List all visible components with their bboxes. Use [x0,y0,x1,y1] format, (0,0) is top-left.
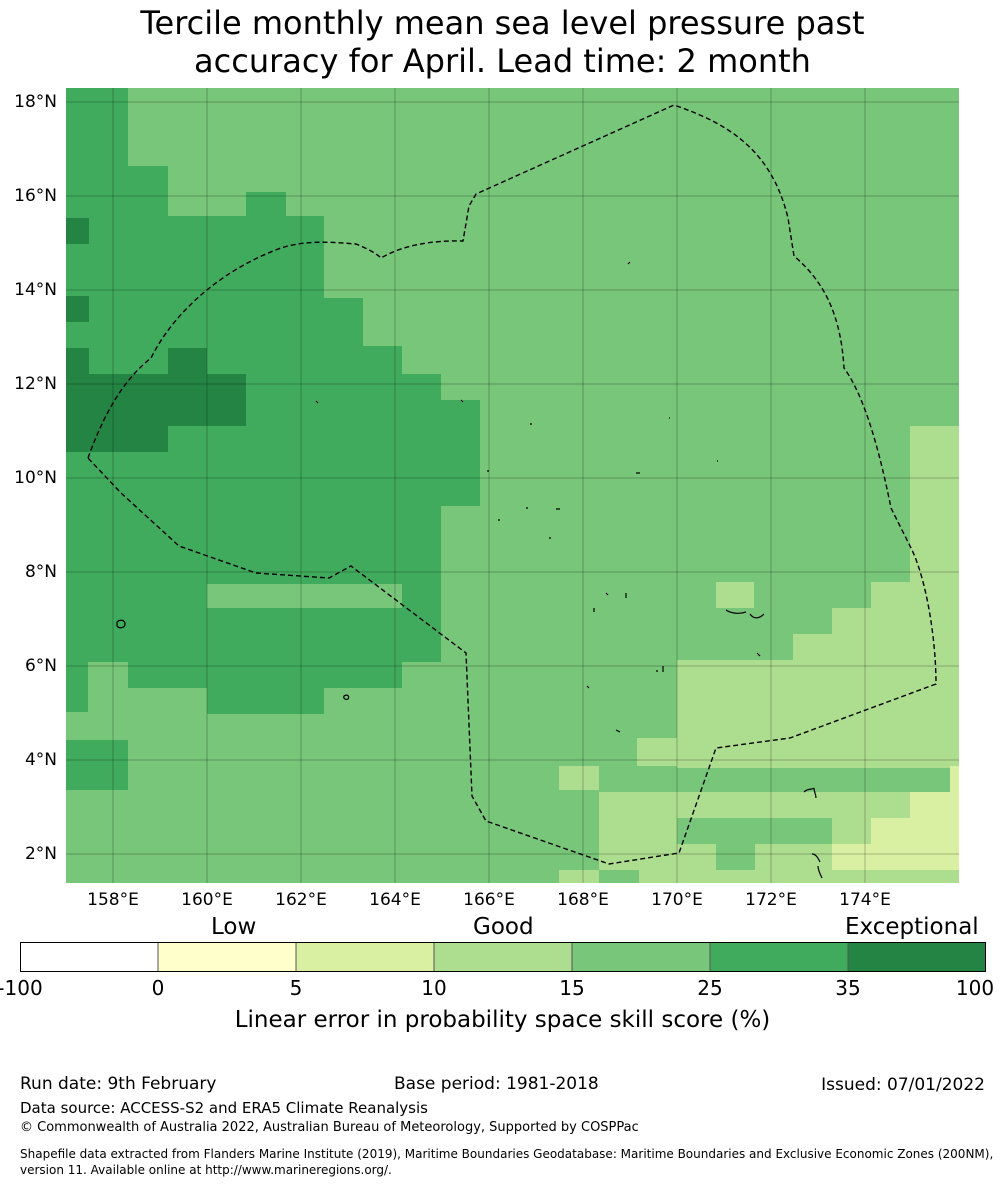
title-line-1: Tercile monthly mean sea level pressure … [140,4,865,42]
title-line-2: accuracy for April. Lead time: 2 month [194,42,811,80]
lon-tick-162e: 162°E [275,890,327,910]
lon-tick-158e: 158°E [87,890,139,910]
colorbar-swatch-15-25 [572,942,710,972]
lat-tick-10n: 10°N [14,468,57,488]
data-source: Data source: ACCESS-S2 and ERA5 Climate … [20,1099,428,1117]
lon-tick-172e: 172°E [745,890,797,910]
eez-boundary [87,104,937,865]
legend-category-good: Good [473,914,534,940]
colorbar-swatch-neg100-0 [20,942,158,972]
legend-category-low: Low [211,914,257,940]
region-5-10 [832,766,959,870]
base-period: Base period: 1981-2018 [394,1074,599,1094]
colorbar [20,942,986,972]
shapefile-credit-line-2: version 11. Available online at http://w… [20,1163,392,1177]
region-25-35 [66,88,480,792]
lon-tick-166e: 166°E [463,890,515,910]
skill-score-map [66,88,959,883]
colorbar-swatch-0-5 [158,942,296,972]
colorbar-tick-100: 100 [955,976,995,1000]
colorbar-tick-0: 0 [151,976,165,1000]
lat-tick-2n: 2°N [24,844,57,864]
colorbar-swatch-35-100 [848,942,986,972]
colorbar-tick-35: 35 [835,976,861,1000]
colorbar-tick-25: 25 [697,976,723,1000]
shapefile-credit-line-1: Shapefile data extracted from Flanders M… [20,1147,994,1161]
colorbar-swatch-10-15 [434,942,572,972]
colorbar-swatch-5-10 [296,942,434,972]
lat-tick-8n: 8°N [24,562,57,582]
copyright: © Commonwealth of Australia 2022, Austra… [20,1120,639,1135]
colorbar-tick-15: 15 [559,976,585,1000]
region-35-100 [66,218,246,452]
lon-tick-170e: 170°E [651,890,703,910]
run-date: Run date: 9th February [20,1074,217,1094]
lon-tick-164e: 164°E [369,890,421,910]
colorbar-tick-neg100: -100 [0,976,43,1000]
colorbar-tick-5: 5 [289,976,303,1000]
lat-tick-16n: 16°N [14,186,57,206]
lat-tick-14n: 14°N [14,280,57,300]
lat-tick-18n: 18°N [14,92,57,112]
lat-tick-4n: 4°N [24,750,57,770]
lon-tick-168e: 168°E [557,890,609,910]
lat-tick-6n: 6°N [24,656,57,676]
lat-tick-12n: 12°N [14,374,57,394]
colorbar-tick-10: 10 [421,976,447,1000]
lon-tick-160e: 160°E [181,890,233,910]
chart-title: Tercile monthly mean sea level pressure … [0,4,1005,80]
lon-tick-174e: 174°E [839,890,891,910]
issued-date: Issued: 07/01/2022 [821,1075,985,1095]
legend-category-exceptional: Exceptional [845,914,979,940]
colorbar-label: Linear error in probability space skill … [234,1007,771,1033]
region-15-25-pockets [559,766,832,883]
gridlines [66,88,959,883]
colorbar-swatch-25-35 [710,942,848,972]
islands [116,261,823,879]
